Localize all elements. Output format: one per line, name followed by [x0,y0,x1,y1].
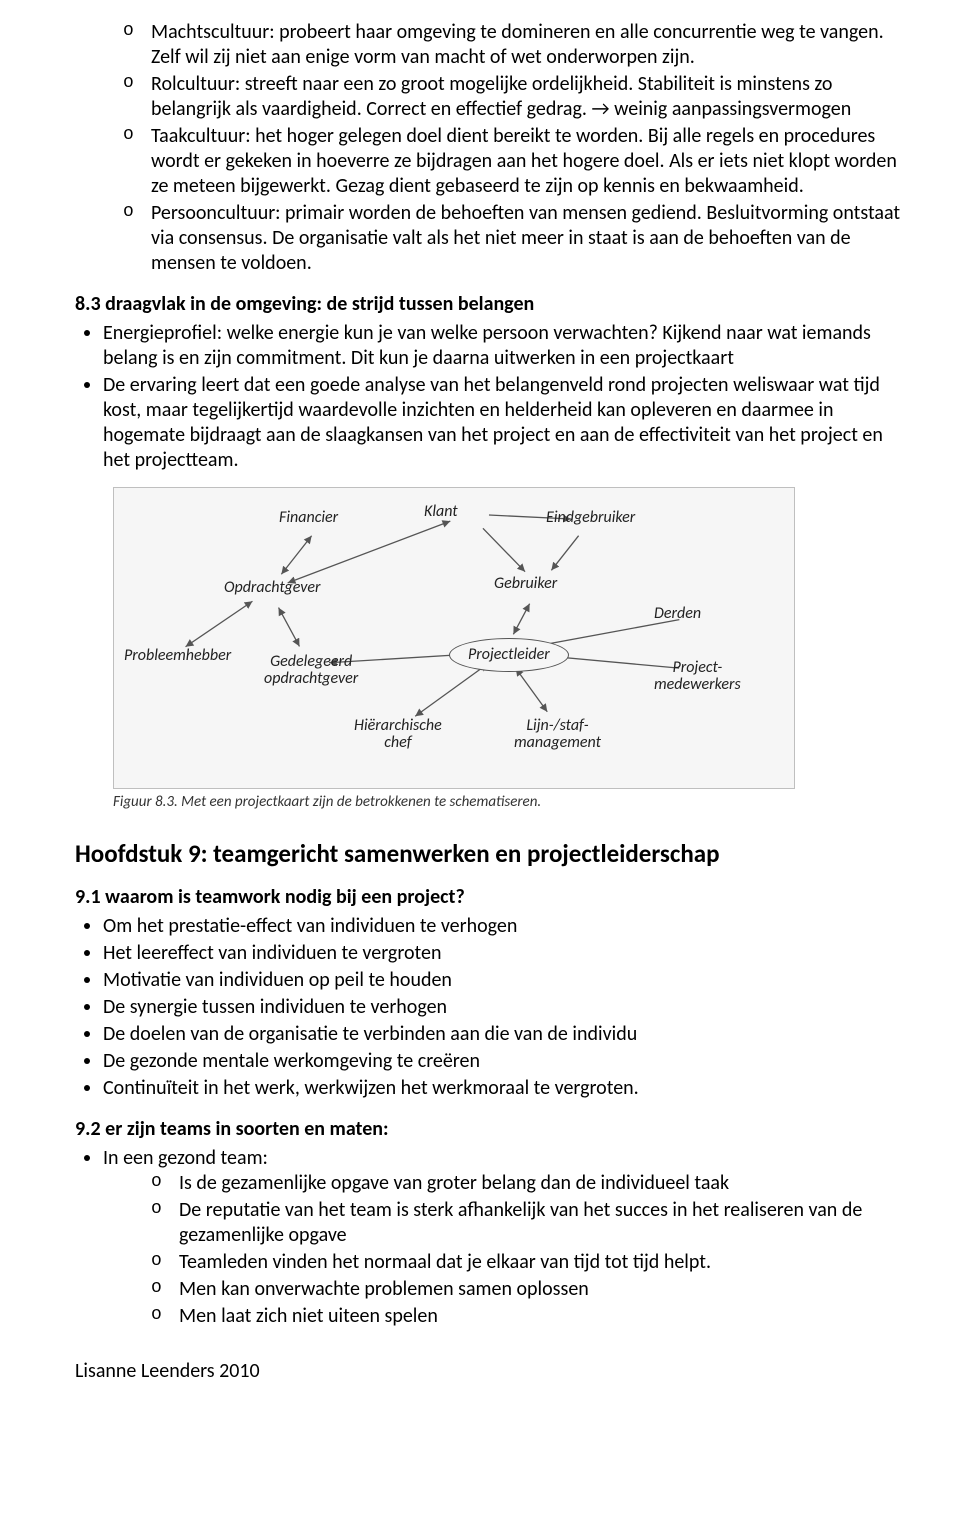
list-item: De ervaring leert dat een goede analyse … [103,373,905,473]
list-item: Teamleden vinden het normaal dat je elka… [151,1250,905,1275]
list-item: De gezonde mentale werkomgeving te creër… [103,1049,905,1074]
diagram-node-derden: Derden [654,606,701,623]
document-page: Machtscultuur: probeert haar omgeving te… [0,0,960,1404]
lead-text: In een gezond team: [103,1146,268,1170]
section-9-1-head: 9.1 waarom is teamwork nodig bij een pro… [75,885,905,910]
list-item: Energieprofiel: welke energie kun je van… [103,321,905,371]
list-item: De reputatie van het team is sterk afhan… [151,1198,905,1248]
diagram-node-projectmed: Project-medewerkers [654,660,741,694]
list-item: Men kan onverwachte problemen samen oplo… [151,1277,905,1302]
list-item: Machtscultuur: probeert haar omgeving te… [123,20,905,70]
projectkaart-diagram: Financier Klant Eindgebruiker Opdrachtgever… [113,487,795,789]
diagram-node-klant: Klant [424,504,458,521]
list-item: Om het prestatie-effect van individuen t… [103,914,905,939]
list-item: Taakcultuur: het hoger gelegen doel dien… [123,124,905,199]
figure-caption: Figuur 8.3. Met een projectkaart zijn de… [113,793,905,812]
diagram-node-probleemhebber: Probleemhebber [124,648,231,665]
list-item: Motivatie van individuen op peil te houd… [103,968,905,993]
list-item: Men laat zich niet uiteen spelen [151,1304,905,1329]
list-item: De synergie tussen individuen te verhoge… [103,995,905,1020]
list-item: Persooncultuur: primair worden de behoef… [123,201,905,276]
list-item: Het leereffect van individuen te vergrot… [103,941,905,966]
section-9-2-list: In een gezond team: Is de gezamenlijke o… [75,1146,905,1329]
diagram-node-gedelegeerd: Gedelegeerdopdrachtgever [264,654,358,688]
section-9-1-list: Om het prestatie-effect van individuen t… [75,914,905,1101]
list-item: De doelen van de organisatie te verbinde… [103,1022,905,1047]
diagram-node-projectleider: Projectleider [449,638,569,672]
diagram-node-financier: Financier [279,510,338,527]
diagram-node-opdrachtgever: Opdrachtgever [224,580,321,597]
page-footer: Lisanne Leenders 2010 [75,1359,905,1384]
chapter-9-title: Hoofdstuk 9: teamgericht samenwerken en … [75,838,905,869]
list-item: In een gezond team: Is de gezamenlijke o… [103,1146,905,1329]
diagram-node-lijnstaf: Lijn-/staf-management [514,718,601,752]
section-8-3-head: 8.3 draagvlak in de omgeving: de strijd … [75,292,905,317]
section-8-3-list: Energieprofiel: welke energie kun je van… [75,321,905,473]
diagram-node-eindgebruiker: Eindgebruiker [546,510,635,527]
diagram-node-hierchef: Hiërarchischechef [354,718,442,752]
list-item: Continuïteit in het werk, werkwijzen het… [103,1076,905,1101]
diagram-node-gebruiker: Gebruiker [494,576,557,593]
culture-list: Machtscultuur: probeert haar omgeving te… [75,20,905,276]
section-9-2-head: 9.2 er zijn teams in soorten en maten: [75,1117,905,1142]
list-item: Is de gezamenlijke opgave van groter bel… [151,1171,905,1196]
diagram-edges [114,488,794,788]
gezond-team-list: Is de gezamenlijke opgave van groter bel… [103,1171,905,1329]
list-item: Rolcultuur: streeft naar een zo groot mo… [123,72,905,122]
